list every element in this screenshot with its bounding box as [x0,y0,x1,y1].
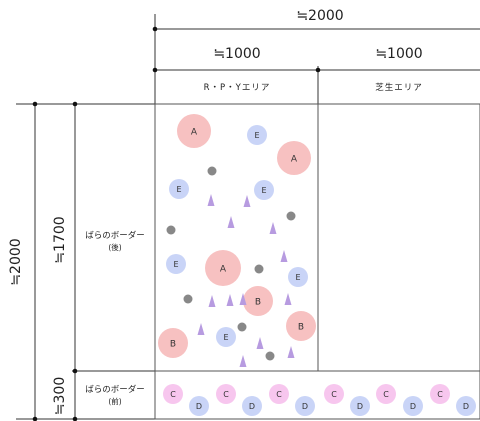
triangle-marker [243,195,251,207]
plant-a [277,141,311,175]
triangle-marker [284,293,292,305]
front-border-sub: (前) [108,396,121,406]
plant-c [216,384,236,404]
gray-dot-marker [265,351,275,361]
lawn-area-box [317,103,480,372]
front-border-box [154,370,480,420]
plant-d [242,396,262,416]
triangle-marker [287,346,295,358]
left-width-label: ≒1000 [213,46,260,62]
area-left-label: R・P・Yエリア [204,83,271,93]
plant-d [350,396,370,416]
plant-c-letter: C [331,390,337,399]
plant-e [169,179,189,199]
front-height-label: ≒300 [52,377,68,415]
triangle-marker [227,216,235,228]
plant-d [295,396,315,416]
plant-c [430,384,450,404]
plant-e-letter: E [173,260,178,269]
back-height-label: ≒1700 [52,216,68,263]
back-border-sub: (後) [108,242,121,252]
plant-e [254,180,274,200]
gray-dot-marker [183,294,193,304]
plant-e [288,267,308,287]
plant-e-letter: E [261,186,266,195]
plant-b-letter: B [255,298,261,308]
total-height-label: ≒2000 [8,238,24,285]
plant-d [189,396,209,416]
plant-d-letter: D [249,402,255,411]
left-dimension-lines [16,103,480,420]
plant-a-letter: A [220,265,227,275]
triangle-marker [197,323,205,335]
triangle-marker [256,337,264,349]
plant-c-letter: C [437,390,443,399]
gray-dot-marker [166,225,176,235]
gray-dot-marker [207,166,217,176]
plant-d [456,396,476,416]
triangle-marker [208,295,216,307]
plant-c-letter: C [170,390,176,399]
plant-c [376,384,396,404]
plant-d-letter: D [463,402,469,411]
plant-d-letter: D [357,402,363,411]
total-width-label: ≒2000 [296,8,343,24]
plant-c-letter: C [223,390,229,399]
plant-d [403,396,423,416]
plan-boxes [154,103,480,420]
plant-a [205,250,241,286]
gray-dot-marker [254,264,264,274]
plant-a [177,114,211,148]
plant-a-letter: A [291,155,298,165]
gray-dot-marker [286,211,296,221]
plant-markers: A A A B B B E E E E E E C C C C C C D D D D D D [158,114,476,416]
plant-c [269,384,289,404]
plant-c-letter: C [276,390,282,399]
plant-d-letter: D [302,402,308,411]
plant-e-letter: E [254,131,259,140]
plant-d-letter: D [196,402,202,411]
plant-e [247,125,267,145]
plant-b-letter: B [170,340,176,350]
triangle-marker [280,250,288,262]
plant-b [158,328,188,358]
right-width-label: ≒1000 [375,46,422,62]
plant-e-letter: E [176,185,181,194]
triangle-marker [239,355,247,367]
plant-b [243,286,273,316]
plant-a-letter: A [191,128,198,138]
top-dimension-dots [152,26,321,73]
back-border-label: ばらのボーダー [85,230,145,241]
plant-b [286,311,316,341]
plant-e-letter: E [295,273,300,282]
triangle-marker [269,222,277,234]
plant-e [216,327,236,347]
triangle-marker [226,294,234,306]
plant-e [166,254,186,274]
triangle-marker [239,293,247,305]
plant-b-letter: B [298,323,304,333]
plant-e-letter: E [223,333,228,342]
area-right-label: 芝生エリア [375,82,423,93]
plant-d-letter: D [410,402,416,411]
gray-dot-marker [237,322,247,332]
triangle-marker [207,194,215,206]
plant-c-letter: C [383,390,389,399]
left-dimension-dots [32,101,78,421]
front-border-label: ばらのボーダー [85,384,145,395]
plant-c [324,384,344,404]
plant-c [163,384,183,404]
